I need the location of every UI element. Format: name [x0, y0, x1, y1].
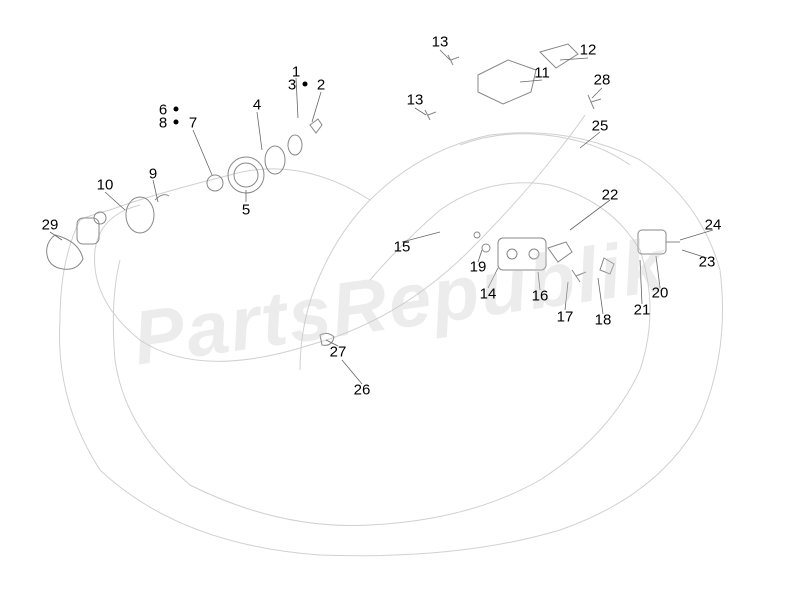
callout-number: 8 — [159, 115, 167, 132]
callout-number: 11 — [534, 65, 550, 82]
callout-number: 4 — [253, 97, 261, 114]
callout-number: 17 — [557, 309, 574, 326]
callout-number: 16 — [532, 288, 549, 305]
callout-number: 2 — [317, 77, 325, 94]
callout-number: 18 — [595, 312, 612, 329]
callout-number: 27 — [330, 344, 347, 361]
callout-number: 13 — [407, 92, 424, 109]
callout-number: 21 — [634, 302, 651, 319]
callout-number: 5 — [242, 202, 250, 219]
callout-number: 26 — [354, 382, 371, 399]
callout-number: 7 — [189, 115, 197, 132]
callout-number: 15 — [394, 239, 411, 256]
callout-number: 12 — [580, 42, 597, 59]
callout-number: 23 — [699, 254, 716, 271]
callout-number: 3 — [288, 77, 296, 94]
callout-number: 20 — [652, 285, 669, 302]
parts-diagram: PartsRepublik 12345678910111213131415161… — [0, 0, 800, 603]
callout-number: 19 — [470, 259, 487, 276]
body-outline — [0, 0, 800, 603]
callout-number: 29 — [42, 217, 59, 234]
callout-number: 22 — [602, 187, 619, 204]
callout-number: 9 — [149, 166, 157, 183]
callout-number: 24 — [705, 217, 722, 234]
callout-number: 10 — [97, 177, 114, 194]
callout-number: 28 — [594, 72, 611, 89]
callout-number: 13 — [432, 34, 449, 51]
callout-number: 25 — [592, 118, 609, 135]
callout-number: 14 — [480, 286, 497, 303]
